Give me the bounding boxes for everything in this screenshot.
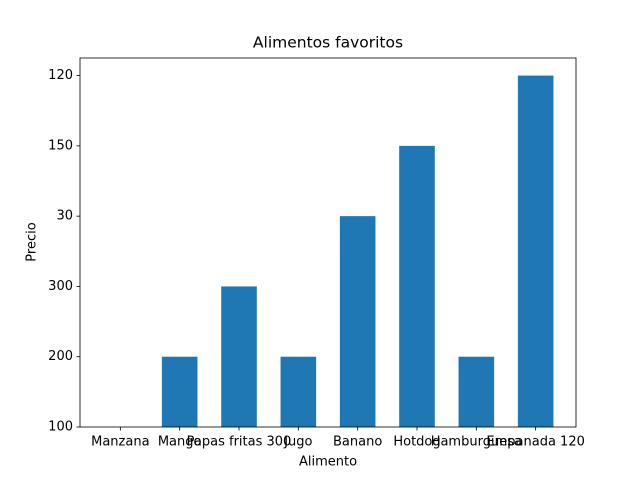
- bar: [458, 356, 495, 427]
- bar: [339, 216, 376, 427]
- y-tick-label: 100: [48, 420, 73, 435]
- x-tick-label: Papas fritas 300: [187, 435, 292, 450]
- x-tick-label: Jugo: [283, 435, 312, 450]
- x-axis-label: Alimento: [299, 455, 357, 470]
- y-tick-label: 120: [48, 68, 73, 83]
- x-tick-label: Manzana: [91, 435, 149, 450]
- bar: [161, 356, 198, 427]
- bar: [221, 286, 257, 427]
- bar: [517, 75, 554, 428]
- bar: [399, 145, 435, 427]
- x-tick-label: Mango: [158, 435, 202, 450]
- x-tick-label: Hamburguesa: [431, 435, 522, 450]
- chart-title: Alimentos favoritos: [253, 34, 403, 52]
- y-tick-label: 300: [48, 279, 73, 294]
- axes-frame: [79, 57, 577, 428]
- y-tick-label: 30: [56, 209, 73, 224]
- x-tick-label: Banano: [333, 435, 382, 450]
- y-axis-label: Precio: [25, 222, 40, 261]
- y-tick-label: 150: [48, 138, 73, 153]
- bar: [280, 356, 317, 427]
- x-tick-label: Empanada 120: [486, 435, 584, 450]
- x-tick-label: Hotdog: [393, 435, 440, 450]
- y-tick-label: 200: [48, 349, 73, 364]
